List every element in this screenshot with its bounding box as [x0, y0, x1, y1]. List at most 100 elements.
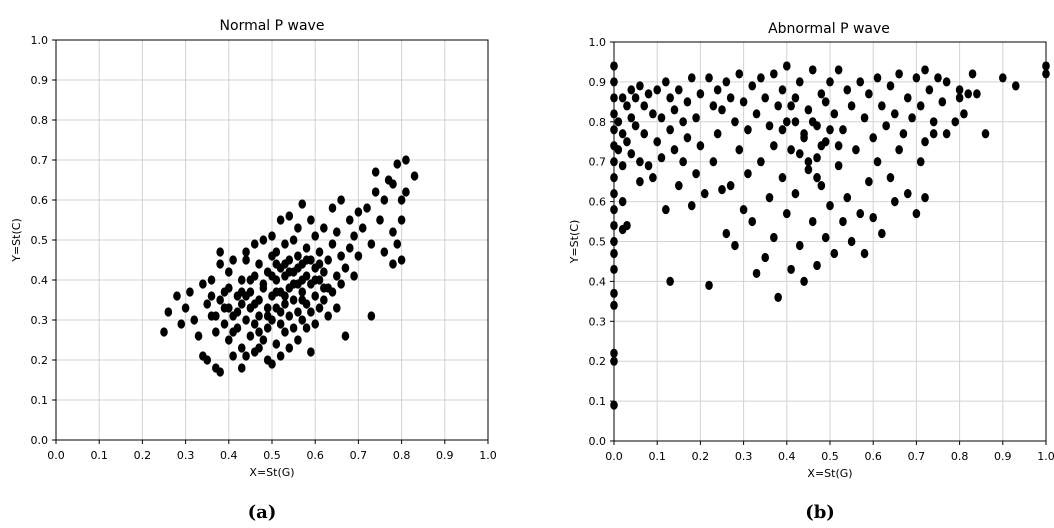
data-point [662, 77, 670, 87]
data-point [173, 291, 181, 301]
data-point [757, 157, 765, 167]
data-point [190, 315, 199, 325]
data-point [268, 359, 276, 369]
x-tick-label: 1.0 [479, 449, 497, 462]
x-tick-label: 0.6 [864, 450, 882, 463]
x-tick-label: 0.3 [735, 450, 753, 463]
data-point [618, 93, 627, 103]
data-point [311, 275, 320, 285]
data-point [687, 73, 696, 83]
data-point [735, 69, 744, 79]
data-point [921, 137, 929, 147]
data-point [916, 101, 925, 111]
data-point [752, 109, 761, 119]
data-points [610, 61, 1050, 410]
data-point [644, 161, 653, 171]
data-point [804, 105, 813, 115]
data-point [761, 252, 769, 263]
data-point [307, 215, 315, 225]
data-point [389, 259, 397, 269]
data-point [216, 367, 224, 377]
data-point [623, 101, 631, 111]
data-point [783, 208, 791, 219]
data-point [817, 181, 826, 191]
y-tick-label: 1.0 [589, 36, 607, 49]
data-point [834, 141, 843, 151]
x-tick-label: 0.2 [692, 450, 710, 463]
x-tick-label: 0.9 [994, 450, 1012, 463]
data-point [817, 89, 826, 99]
data-point [250, 299, 259, 309]
data-point [315, 259, 324, 269]
data-point [294, 335, 302, 345]
data-point [281, 291, 289, 301]
y-tick-label: 1.0 [31, 34, 49, 47]
data-point [363, 203, 371, 213]
data-point [666, 125, 674, 135]
data-point [627, 149, 636, 159]
data-point [912, 208, 921, 219]
data-point [692, 169, 700, 179]
data-point [307, 307, 315, 317]
data-point [951, 117, 960, 127]
data-point [679, 157, 687, 167]
data-point [627, 113, 636, 123]
data-point [207, 275, 216, 285]
data-point [826, 200, 834, 211]
data-point [692, 113, 700, 123]
data-point [371, 187, 380, 197]
data-point [298, 295, 307, 305]
data-point [960, 109, 968, 119]
y-tick-label: 0.4 [31, 274, 49, 287]
data-point [259, 235, 268, 245]
data-point [272, 339, 281, 349]
data-point [839, 125, 847, 135]
data-point [999, 73, 1007, 83]
data-point [916, 157, 925, 167]
data-point [826, 77, 834, 87]
data-point [263, 311, 272, 321]
data-point [289, 279, 298, 289]
data-point [869, 212, 877, 223]
chart-title: Normal P wave [220, 18, 325, 34]
data-point [259, 335, 268, 345]
data-point [255, 311, 263, 321]
data-point [207, 291, 216, 301]
data-point [298, 315, 307, 325]
data-point [873, 73, 882, 83]
data-point [285, 211, 294, 221]
data-point [618, 161, 627, 171]
data-point [912, 73, 921, 83]
data-point [834, 65, 843, 75]
x-tick-label: 0.5 [263, 449, 281, 462]
data-point [718, 185, 726, 195]
scatter-panel-normal: Normal P wave 0.0 0.1 0.2 0.3 0.4 0.5 0.6 0.7 0.… [10, 18, 497, 523]
data-point [726, 93, 735, 103]
data-point [636, 81, 644, 91]
data-point [938, 97, 947, 107]
axis-ticks: 0.0 0.1 0.2 0.3 0.4 0.5 0.6 0.7 0.8 0.9 1.0 0.0 0.1 0… [31, 34, 497, 462]
data-point [929, 117, 938, 127]
data-point [878, 228, 886, 239]
data-points [160, 155, 419, 377]
data-point [865, 177, 873, 187]
y-tick-label: 0.9 [31, 74, 49, 87]
data-point [873, 157, 882, 167]
data-point [345, 215, 354, 225]
data-point [748, 81, 757, 91]
y-tick-label: 0.7 [31, 154, 49, 167]
data-point [389, 179, 397, 189]
data-point [834, 161, 843, 171]
data-point [272, 287, 281, 297]
axis-ticks: 0.0 0.1 0.2 0.3 0.4 0.5 0.6 0.7 0.8 0.9 1.0 0.0 0.1 0… [589, 36, 1054, 463]
data-point [640, 101, 649, 111]
data-point [281, 259, 289, 269]
data-point [696, 89, 705, 99]
data-point [380, 195, 389, 205]
data-point [289, 323, 298, 333]
data-point [623, 220, 631, 231]
data-point [255, 259, 263, 269]
data-point [649, 109, 657, 119]
data-point [614, 117, 623, 127]
data-point [878, 101, 886, 111]
